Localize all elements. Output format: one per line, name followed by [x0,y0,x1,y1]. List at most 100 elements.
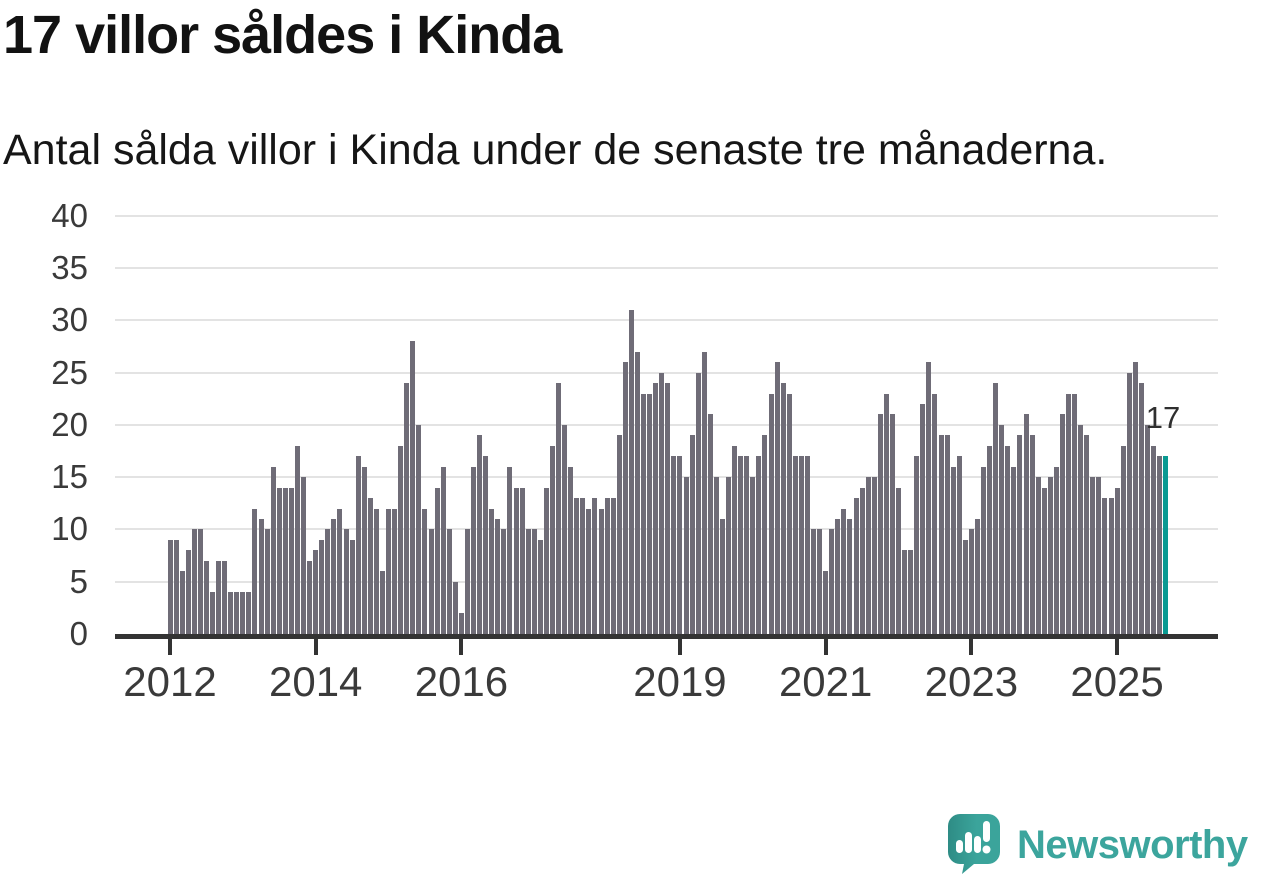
bar [568,466,574,634]
bar [786,393,792,634]
bar [871,477,877,634]
bar [610,498,616,634]
bar [580,498,586,634]
bar [531,529,537,634]
bar [647,393,653,634]
bar [501,529,507,634]
bar [477,435,483,634]
bar [689,435,695,634]
bar [167,539,173,634]
bar [817,529,823,634]
bar [1041,487,1047,634]
bar [671,456,677,634]
bar [981,466,986,634]
gridline-25 [115,371,1218,374]
bar [556,383,562,634]
bar [1157,456,1163,634]
bar [549,445,555,634]
bar [422,508,428,634]
bar [792,456,798,634]
bar [519,487,525,634]
bar [1138,383,1144,634]
bar [246,592,252,634]
bar [1114,487,1120,634]
bar [1151,445,1156,634]
bar [270,466,276,634]
newsworthy-logo-icon [948,814,1000,874]
bar [416,424,422,634]
bar [859,487,865,634]
bar [410,341,416,634]
bar [683,477,689,634]
bar [216,560,222,634]
y-axis-label-15: 15 [51,458,88,496]
bar [713,477,719,634]
x-axis-label-2019: 2019 [633,658,727,705]
bar [355,456,361,634]
bar [1011,466,1017,634]
x-tick-2025 [1115,639,1120,655]
bar [301,477,307,634]
x-axis-line [115,634,1218,639]
bar [209,592,215,634]
x-axis-label-2016: 2016 [414,658,509,705]
bar [1084,435,1090,634]
bar [282,487,288,634]
bar [1078,424,1084,634]
bar [452,581,458,634]
bar [847,518,853,634]
gridline-30 [115,319,1218,322]
bar [361,466,367,634]
bar [1035,477,1041,634]
bar [337,508,343,634]
bar [386,508,392,634]
bar [543,487,549,634]
bar [768,393,774,634]
bar [628,309,634,634]
bar [1017,435,1023,634]
bar [471,466,477,634]
x-tick-2012 [168,639,172,655]
bar [222,560,228,634]
highlighted-bar [1163,456,1169,634]
bar [914,456,920,634]
bar [1120,445,1126,634]
bar [240,592,246,634]
bar [264,529,270,634]
x-tick-2019 [677,639,682,655]
bar [829,529,835,634]
x-tick-2021 [823,639,828,655]
bar [944,435,950,634]
bar [464,529,470,634]
bar [404,383,410,634]
bar [574,498,580,634]
bar [191,529,197,634]
bar [896,487,902,634]
bar [513,487,519,634]
y-axis-label-35: 35 [51,249,88,287]
bar [926,362,932,634]
bar [902,550,908,634]
bar [908,550,914,634]
brand-footer: Newsworthy [948,814,1248,874]
bar [616,435,622,634]
bar [719,518,725,634]
y-axis-label-20: 20 [51,405,88,443]
bar [586,508,592,634]
bar [1072,393,1078,634]
bar [622,362,628,634]
page-title: 17 villor såldes i Kinda [3,5,562,65]
bar [999,424,1005,634]
bar [331,518,337,634]
bar [440,466,446,634]
bar [179,571,185,634]
logo-bars-icon [956,821,991,854]
bar [562,424,568,634]
y-axis-label-10: 10 [51,510,88,548]
x-axis-label-2014: 2014 [268,658,363,705]
bar [1144,424,1150,634]
bar [234,592,240,634]
bar [252,508,258,634]
